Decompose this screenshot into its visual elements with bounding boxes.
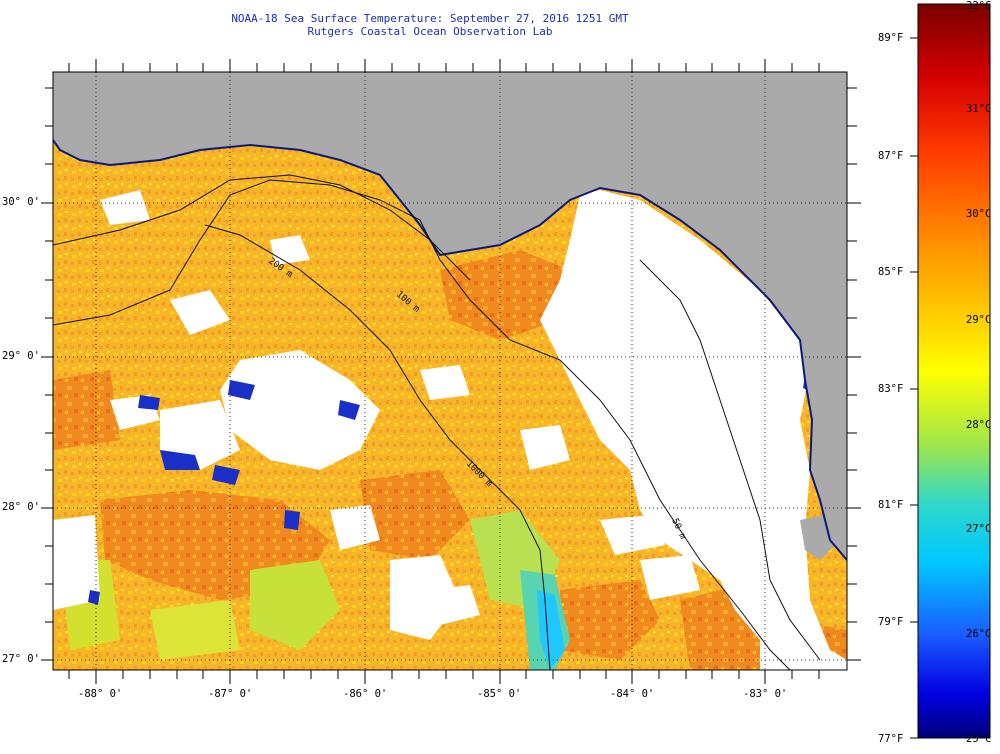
cool-patches <box>60 510 570 670</box>
colorbar-fahrenheit-79: 79°F <box>878 616 904 628</box>
colorbar-celsius-30: 30°C <box>966 208 992 220</box>
colorbar-fahrenheit-87: 87°F <box>878 150 904 162</box>
title-line-1: NOAA-18 Sea Surface Temperature: Septemb… <box>231 12 629 25</box>
lat-label-28: 28° 0' <box>2 501 40 513</box>
colorbar-celsius-27: 27°C <box>966 523 992 535</box>
colorbar-celsius-32: 32°C <box>966 0 992 12</box>
map-frame <box>52 71 848 671</box>
lon-label-86: -86° 0' <box>343 688 388 700</box>
lon-label-87: -87° 0' <box>208 688 253 700</box>
lat-label-30: 30° 0' <box>2 196 40 208</box>
colorbar-celsius-29: 29°C <box>966 314 992 326</box>
colorbar-ticks <box>910 37 918 739</box>
colorbar-celsius-25: 25°C <box>966 733 992 745</box>
lat-label-29: 29° 0' <box>2 350 40 362</box>
title-line-2: Rutgers Coastal Ocean Observation Lab <box>307 25 553 38</box>
lon-label-85: -85° 0' <box>477 688 522 700</box>
isobaths <box>53 174 821 670</box>
colorbar-fahrenheit-85: 85°F <box>878 266 904 278</box>
lon-label-84: -84° 0' <box>610 688 655 700</box>
map-plot-area: 200 m 100 m 1000 m 50 m <box>53 72 847 670</box>
colorbar-fahrenheit-81: 81°F <box>878 499 904 511</box>
cloud-mask <box>53 190 847 670</box>
colorbar-celsius-26: 26°C <box>966 628 992 640</box>
lat-label-27: 27° 0' <box>2 653 40 665</box>
colorbar-fahrenheit-83: 83°F <box>878 383 904 395</box>
map-ticks <box>41 59 861 684</box>
colorbar-celsius-28: 28°C <box>966 419 992 431</box>
colorbar-fahrenheit-89: 89°F <box>878 32 904 44</box>
colorbar <box>917 3 991 739</box>
colorbar-celsius-31: 31°C <box>966 103 992 115</box>
colorbar-fahrenheit-77: 77°F <box>878 733 904 745</box>
lon-label-83: -83° 0' <box>743 688 788 700</box>
graticule <box>53 72 847 670</box>
lon-label-88: -88° 0' <box>78 688 123 700</box>
